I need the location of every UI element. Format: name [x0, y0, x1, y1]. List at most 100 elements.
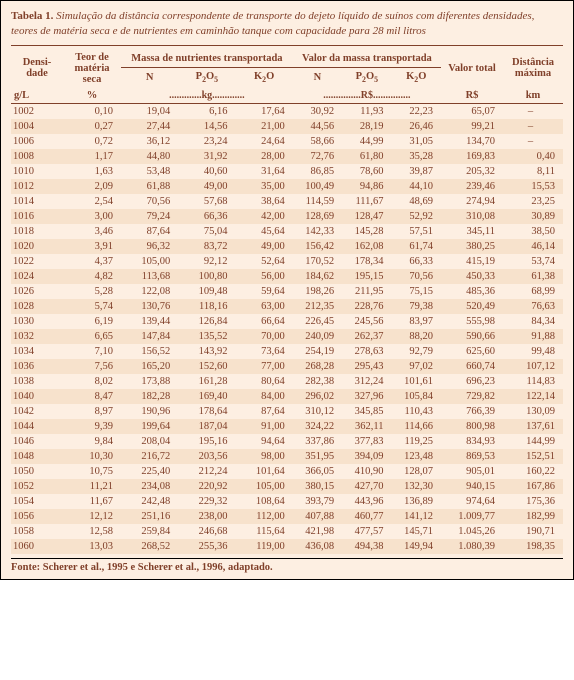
table-source: Fonte: Scherer et al., 1995 e Scherer et… — [11, 558, 563, 573]
table-cell: 122,08 — [121, 284, 178, 299]
table-cell: 100,49 — [293, 179, 342, 194]
table-cell: 152,60 — [178, 359, 235, 374]
table-cell: 99,21 — [441, 119, 503, 134]
table-cell: 143,92 — [178, 344, 235, 359]
unit-pct: % — [63, 87, 121, 104]
table-cell: 99,48 — [503, 344, 563, 359]
table-cell: 8,47 — [63, 389, 121, 404]
table-cell: 246,68 — [178, 524, 235, 539]
table-cell: 8,02 — [63, 374, 121, 389]
table-cell: 86,85 — [293, 164, 342, 179]
table-cell: 660,74 — [441, 359, 503, 374]
table-cell: 48,69 — [392, 194, 441, 209]
data-table: Densi- dade Teor de matéria seca Massa d… — [11, 46, 563, 554]
table-cell: 130,76 — [121, 299, 178, 314]
table-row: 106013,03268,52255,36119,00436,08494,381… — [11, 539, 563, 554]
table-cell: 165,20 — [121, 359, 178, 374]
table-cell: 268,52 — [121, 539, 178, 554]
table-cell: 66,64 — [236, 314, 293, 329]
table-cell: 443,96 — [342, 494, 391, 509]
table-cell: 45,64 — [236, 224, 293, 239]
table-cell: 520,49 — [441, 299, 503, 314]
table-cell: 123,48 — [392, 449, 441, 464]
table-cell: 421,98 — [293, 524, 342, 539]
table-cell: 24,64 — [236, 134, 293, 149]
table-cell: 58,66 — [293, 134, 342, 149]
table-row: 10408,47182,28169,4084,00296,02327,96105… — [11, 389, 563, 404]
table-cell: 66,36 — [178, 209, 235, 224]
table-cell: 190,96 — [121, 404, 178, 419]
table-cell: 49,00 — [236, 239, 293, 254]
table-cell: 1024 — [11, 269, 63, 284]
table-row: 10469,84208,04195,1694,64337,86377,83119… — [11, 434, 563, 449]
table-cell: 162,08 — [342, 239, 391, 254]
table-cell: 94,86 — [342, 179, 391, 194]
table-cell: 1.009,77 — [441, 509, 503, 524]
table-cell: 407,88 — [293, 509, 342, 524]
table-cell: 128,69 — [293, 209, 342, 224]
table-cell: 108,64 — [236, 494, 293, 509]
unit-rs2: R$ — [441, 87, 503, 104]
table-cell: 4,82 — [63, 269, 121, 284]
table-cell: 35,00 — [236, 179, 293, 194]
table-cell: 1.045,26 — [441, 524, 503, 539]
table-cell: 75,15 — [392, 284, 441, 299]
table-cell: 11,93 — [342, 103, 391, 119]
table-cell: 410,90 — [342, 464, 391, 479]
table-row: 10388,02173,88161,2880,64282,38312,24101… — [11, 374, 563, 389]
unit-kg: .............kg............. — [121, 87, 293, 104]
table-cell: 156,52 — [121, 344, 178, 359]
table-cell: 178,64 — [178, 404, 235, 419]
table-cell: 76,63 — [503, 299, 563, 314]
table-cell: 105,84 — [392, 389, 441, 404]
table-cell: 145,71 — [392, 524, 441, 539]
table-cell: 1008 — [11, 149, 63, 164]
table-cell: 1032 — [11, 329, 63, 344]
table-cell: 57,68 — [178, 194, 235, 209]
table-cell: 88,20 — [392, 329, 441, 344]
table-cell: 940,15 — [441, 479, 503, 494]
table-cell: 212,24 — [178, 464, 235, 479]
table-cell: 3,91 — [63, 239, 121, 254]
table-row: 10449,39199,64187,0491,00324,22362,11114… — [11, 419, 563, 434]
table-row: 10265,28122,08109,4859,64198,26211,9575,… — [11, 284, 563, 299]
table-cell: 44,99 — [342, 134, 391, 149]
table-cell: 15,53 — [503, 179, 563, 194]
table-row: 10101,6353,4840,6031,6486,8578,6039,8720… — [11, 164, 563, 179]
table-cell: 170,52 — [293, 254, 342, 269]
table-cell: 96,32 — [121, 239, 178, 254]
table-cell: 161,28 — [178, 374, 235, 389]
table-cell: 126,84 — [178, 314, 235, 329]
table-row: 105211,21234,08220,92105,00380,15427,701… — [11, 479, 563, 494]
table-cell: 394,09 — [342, 449, 391, 464]
table-cell: 278,63 — [342, 344, 391, 359]
table-cell: 245,56 — [342, 314, 391, 329]
table-cell: 109,48 — [178, 284, 235, 299]
table-cell: 31,64 — [236, 164, 293, 179]
table-cell: 152,51 — [503, 449, 563, 464]
table-cell: 84,00 — [236, 389, 293, 404]
table-row: 10020,1019,046,1617,6430,9211,9322,2365,… — [11, 103, 563, 119]
table-cell: 9,84 — [63, 434, 121, 449]
table-cell: 238,00 — [178, 509, 235, 524]
table-cell: 184,62 — [293, 269, 342, 284]
table-cell: 5,28 — [63, 284, 121, 299]
table-cell: 156,42 — [293, 239, 342, 254]
table-cell: 1016 — [11, 209, 63, 224]
table-cell: 6,65 — [63, 329, 121, 344]
table-cell: 450,33 — [441, 269, 503, 284]
table-cell: 61,88 — [121, 179, 178, 194]
table-cell: 94,64 — [236, 434, 293, 449]
table-cell: 1044 — [11, 419, 63, 434]
table-cell: 208,04 — [121, 434, 178, 449]
table-cell: 766,39 — [441, 404, 503, 419]
table-cell: 1054 — [11, 494, 63, 509]
table-cell: 68,99 — [503, 284, 563, 299]
table-cell: 0,10 — [63, 103, 121, 119]
table-cell: 91,00 — [236, 419, 293, 434]
table-cell: 228,76 — [342, 299, 391, 314]
table-cell: 1028 — [11, 299, 63, 314]
colgroup-valor: Valor da massa transportada — [293, 46, 441, 68]
table-cell: 198,26 — [293, 284, 342, 299]
table-row: 10306,19139,44126,8466,64226,45245,5683,… — [11, 314, 563, 329]
